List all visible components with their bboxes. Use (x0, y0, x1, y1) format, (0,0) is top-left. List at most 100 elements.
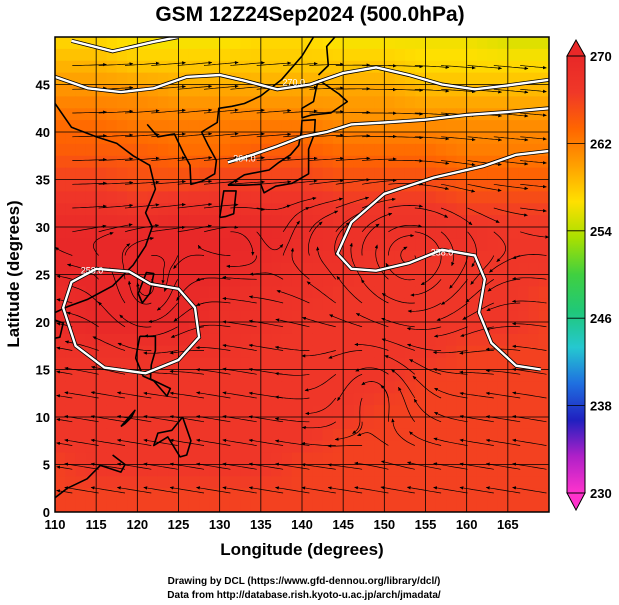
field-cell (137, 108, 149, 121)
field-cell (188, 286, 200, 299)
field-cell (65, 60, 77, 74)
field-cell (75, 143, 87, 157)
field-cell (127, 37, 138, 50)
field-cell (404, 48, 416, 62)
field-cell (219, 440, 231, 454)
streamline (381, 317, 415, 328)
colorbar-body (567, 56, 585, 493)
field-cell (240, 428, 252, 442)
field-cell (85, 191, 97, 204)
field-cell (96, 227, 108, 240)
field-cell (106, 298, 118, 311)
field-cell (507, 417, 519, 430)
field-cell (157, 381, 169, 394)
streamline (274, 345, 310, 351)
streamline (329, 314, 363, 328)
field-cell (65, 37, 77, 50)
field-cell (219, 203, 231, 216)
field-cell (65, 440, 77, 454)
field-cell (65, 250, 77, 264)
field-cell (353, 488, 365, 501)
field-cell (394, 238, 406, 252)
field-cell (188, 167, 200, 181)
field-cell (322, 179, 334, 192)
streamline (66, 311, 99, 328)
field-cell (312, 250, 324, 264)
field-cell (106, 72, 118, 86)
field-cell (415, 262, 427, 276)
field-cell (291, 417, 303, 430)
field-cell (137, 203, 149, 216)
field-cell (332, 500, 344, 512)
field-cell (538, 250, 549, 264)
field-cell (157, 262, 169, 276)
field-cell (528, 440, 540, 454)
field-cell (394, 310, 406, 323)
streamline (441, 88, 476, 94)
field-cell (147, 369, 159, 382)
streamline (336, 275, 363, 304)
streamline (354, 461, 389, 470)
field-cell (281, 84, 293, 97)
field-cell (271, 345, 283, 359)
streamline (283, 179, 318, 185)
streamline (349, 242, 363, 280)
field-cell (343, 310, 355, 323)
field-cell (435, 120, 447, 133)
streamline (384, 355, 416, 375)
field-cell (209, 381, 221, 394)
field-cell (415, 464, 427, 477)
streamline (406, 486, 442, 494)
field-cell (404, 464, 416, 477)
field-cell (178, 310, 190, 323)
field-cell (127, 298, 138, 311)
field-cell (55, 108, 66, 121)
field-cell (106, 96, 118, 109)
field-cell (127, 227, 138, 240)
field-cell (507, 132, 519, 145)
field-cell (497, 84, 509, 97)
field-cell (353, 464, 365, 477)
field-cell (538, 393, 549, 406)
field-cell (384, 179, 396, 192)
streamline (433, 486, 468, 494)
field-cell (85, 488, 97, 501)
field-cell (281, 227, 293, 240)
field-cell (497, 452, 509, 466)
streamline (196, 486, 231, 494)
field-cell (353, 274, 365, 287)
streamline (485, 347, 521, 351)
field-cell (55, 120, 66, 133)
field-cell (137, 96, 149, 109)
field-cell (219, 464, 231, 477)
field-cell (476, 215, 488, 228)
field-cell (332, 274, 344, 287)
field-cell (75, 286, 87, 299)
field-cell (456, 357, 468, 371)
field-cell (394, 333, 406, 347)
field-cell (85, 393, 97, 406)
field-cell (157, 357, 169, 371)
field-cell (157, 72, 169, 86)
field-cell (240, 298, 252, 311)
field-cell (518, 72, 530, 86)
field-cell (260, 155, 272, 169)
field-cell (219, 191, 231, 204)
field-cell (394, 357, 406, 371)
field-cell (219, 143, 231, 157)
field-cell (199, 452, 210, 466)
field-cell (353, 476, 365, 489)
field-cell (374, 298, 385, 311)
field-cell (487, 143, 499, 157)
field-cell (147, 322, 159, 335)
streamline (381, 293, 415, 304)
field-cell (240, 132, 252, 145)
field-cell (528, 286, 540, 299)
streamline (64, 366, 99, 375)
field-cell (332, 108, 344, 121)
field-cell (147, 143, 159, 157)
field-cell (487, 500, 499, 512)
field-cell (75, 357, 87, 371)
field-cell (456, 96, 468, 109)
streamline (56, 394, 73, 399)
